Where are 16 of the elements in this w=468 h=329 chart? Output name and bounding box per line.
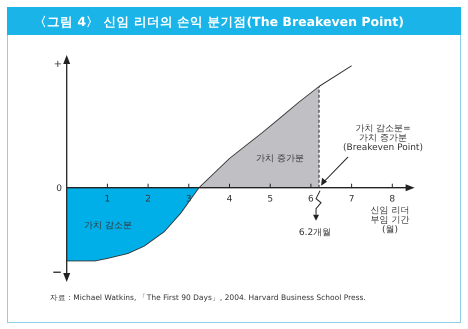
- x-tick-label: 5: [267, 194, 274, 205]
- x-tick-label: 6: [308, 194, 314, 205]
- x-tick-label: 1: [104, 194, 110, 205]
- chart-title: 〈그림 4〉 신임 리더의 손익 분기점(The Breakeven Point): [34, 14, 404, 29]
- text: +: [54, 59, 62, 70]
- text: 0: [56, 184, 62, 194]
- annotation: 6.2개월: [298, 228, 332, 238]
- x-axis-title: 신임 리더 부임 기간 (월): [370, 206, 410, 235]
- annotation: 가치 감소분= 가치 증가분 (Breakeven Point): [343, 124, 423, 153]
- x-tick-label: 4: [226, 194, 233, 205]
- annotation: 가치 증가분: [256, 154, 304, 164]
- text: −: [52, 265, 62, 279]
- x-tick-label: 8: [389, 194, 396, 205]
- x-tick-label: 2: [145, 194, 151, 205]
- annotation: 가치 감소분: [84, 221, 132, 231]
- x-tick-label: 7: [348, 194, 354, 205]
